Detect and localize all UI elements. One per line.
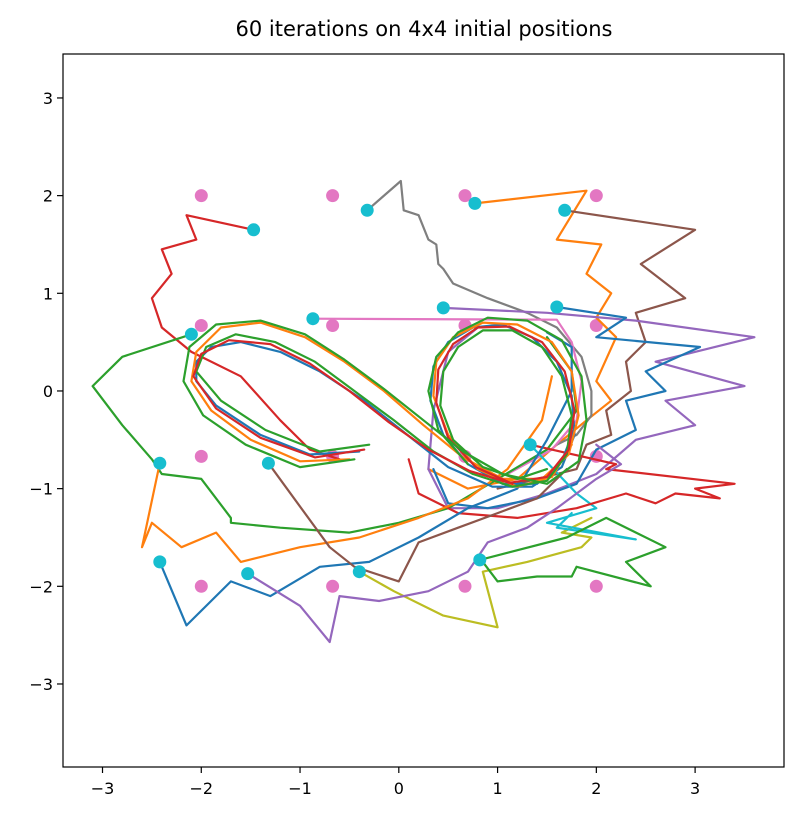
final-point — [153, 555, 167, 569]
plot-area — [91, 179, 756, 644]
y-tick-label: −3 — [29, 675, 53, 694]
trajectory-line — [195, 329, 573, 488]
trajectory-line — [140, 375, 554, 564]
chart-title: 60 iterations on 4x4 initial positions — [236, 17, 613, 41]
y-tick-label: 0 — [43, 382, 53, 401]
initial-point — [326, 189, 340, 203]
trajectory-line — [192, 325, 576, 485]
final-point — [550, 300, 564, 314]
trajectory-line — [496, 209, 697, 490]
initial-point — [589, 579, 603, 593]
y-tick-label: −2 — [29, 577, 53, 596]
y-tick-label: −1 — [29, 480, 53, 499]
final-point — [468, 196, 482, 210]
x-tick-label: 3 — [690, 779, 700, 798]
x-tick-label: −2 — [189, 779, 213, 798]
initial-point — [194, 189, 208, 203]
final-point — [360, 203, 374, 217]
trajectory-line — [366, 179, 593, 446]
axes-frame — [62, 53, 785, 768]
y-tick-label: 3 — [43, 89, 53, 108]
initial-point — [194, 579, 208, 593]
final-point — [306, 312, 320, 326]
initial-point — [589, 189, 603, 203]
initial-point — [326, 579, 340, 593]
trajectory-line — [358, 516, 593, 629]
trajectory-line — [158, 331, 573, 627]
trajectory-line — [246, 443, 623, 644]
x-tick-label: 2 — [591, 779, 601, 798]
final-point — [261, 456, 275, 470]
trajectory-line — [91, 333, 578, 534]
final-point — [352, 565, 366, 579]
x-tick-label: 1 — [492, 779, 502, 798]
final-point — [473, 553, 487, 567]
initial-point — [194, 319, 208, 332]
trajectory-line — [182, 316, 588, 485]
initial-point — [458, 189, 472, 203]
y-tick-label: 2 — [43, 187, 53, 206]
trajectory-line — [150, 214, 341, 461]
initial-point — [326, 319, 340, 332]
trajectory-line — [407, 443, 736, 520]
final-point — [523, 438, 537, 452]
final-point — [436, 301, 450, 315]
x-tick-label: 0 — [394, 779, 404, 798]
final-point — [184, 327, 198, 341]
initial-point — [458, 579, 472, 593]
x-tick-label: −3 — [91, 779, 115, 798]
y-tick-label: 1 — [43, 284, 53, 303]
final-point — [558, 203, 572, 217]
initial-point — [194, 449, 208, 463]
final-point — [153, 456, 167, 470]
trajectory-line — [267, 462, 568, 583]
x-tick-label: −1 — [288, 779, 312, 798]
trajectory-line — [432, 305, 702, 510]
trajectory-line — [478, 516, 667, 588]
axis-ticks: −3 −2 −1 0 1 2 3 −3 −2 −1 0 1 2 3 — [29, 89, 700, 798]
final-point — [241, 567, 255, 581]
final-point — [247, 223, 261, 237]
